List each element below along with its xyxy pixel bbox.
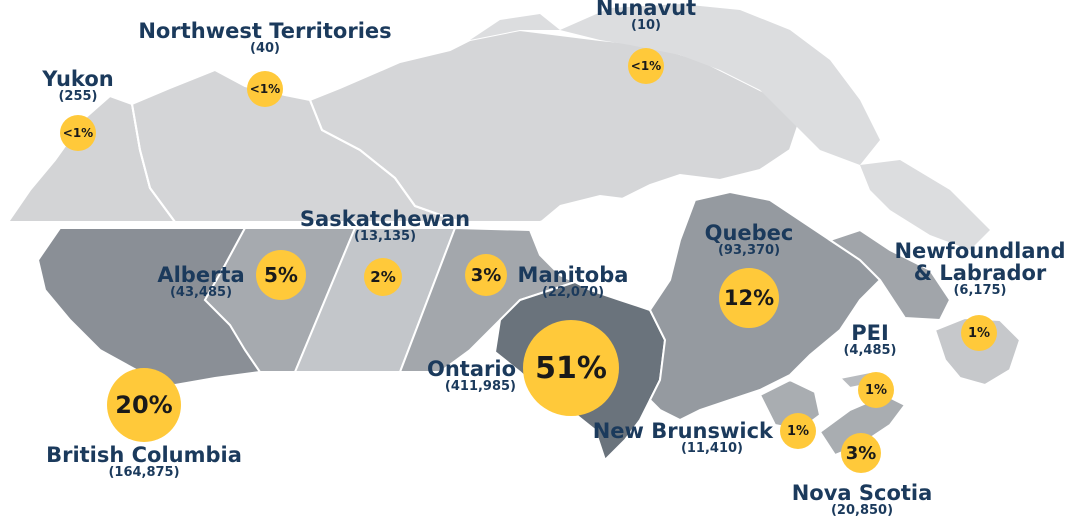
label-saskatchewan: Saskatchewan (13,135) xyxy=(300,208,470,244)
label-quebec-name: Quebec xyxy=(704,221,794,245)
label-nb-count: (11,410) xyxy=(680,441,743,457)
label-nb-name: New Brunswick xyxy=(592,419,773,443)
share-bubble-saskatchewan: 2% xyxy=(364,258,402,296)
label-ns: Nova Scotia (20,850) xyxy=(792,482,933,518)
label-ontario-name: Ontario xyxy=(427,357,516,381)
label-nwt: Northwest Territories (40) xyxy=(138,20,391,56)
share-bubble-pei: 1% xyxy=(858,372,894,408)
label-manitoba: Manitoba (22,070) xyxy=(518,264,629,300)
share-bubble-nb: 1% xyxy=(780,413,816,449)
label-bc: British Columbia (164,875) xyxy=(46,444,242,480)
label-nwt-name: Northwest Territories xyxy=(138,19,392,43)
label-pei-name: PEI xyxy=(851,321,889,345)
label-yukon-name: Yukon xyxy=(42,67,114,91)
label-saskatchewan-count: (13,135) xyxy=(353,229,417,245)
label-manitoba-count: (22,070) xyxy=(541,285,605,301)
label-bc-count: (164,875) xyxy=(108,465,180,481)
label-ontario-count: (411,985) xyxy=(444,379,516,395)
share-bubble-ontario: 51% xyxy=(523,320,619,416)
label-nl-count: (6,175) xyxy=(953,283,1007,299)
label-ns-name: Nova Scotia xyxy=(791,481,933,505)
label-nwt-count: (40) xyxy=(250,41,280,57)
baffin-east xyxy=(860,160,990,250)
label-yukon: Yukon (255) xyxy=(42,68,113,104)
label-yukon-count: (255) xyxy=(58,89,98,105)
share-bubble-manitoba: 3% xyxy=(465,254,507,296)
label-saskatchewan-name: Saskatchewan xyxy=(299,207,471,231)
share-bubble-quebec: 12% xyxy=(719,268,779,328)
label-pei-count: (4,485) xyxy=(843,343,897,359)
label-nunavut-count: (10) xyxy=(631,18,661,34)
label-pei: PEI (4,485) xyxy=(843,322,896,358)
label-ontario: Ontario (411,985) xyxy=(427,358,516,394)
label-alberta: Alberta (43,485) xyxy=(157,264,244,300)
hudson-bay xyxy=(530,195,680,310)
label-quebec-count: (93,370) xyxy=(717,243,781,259)
share-bubble-bc: 20% xyxy=(107,368,181,442)
label-nb: New Brunswick (11,410) xyxy=(593,420,773,456)
share-bubble-alberta: 5% xyxy=(256,250,306,300)
share-bubble-nwt: <1% xyxy=(247,71,283,107)
label-nunavut: Nunavut (10) xyxy=(596,0,696,33)
share-bubble-ns: 3% xyxy=(841,433,881,473)
province-shape-nl-labrador xyxy=(827,228,952,322)
border-lines xyxy=(131,99,461,223)
label-nl-name: Newfoundland & Labrador xyxy=(894,239,1066,286)
label-alberta-count: (43,485) xyxy=(169,285,233,301)
label-alberta-name: Alberta xyxy=(157,263,245,287)
label-nl: Newfoundland & Labrador (6,175) xyxy=(894,240,1065,298)
label-bc-name: British Columbia xyxy=(46,443,242,467)
arctic-islands xyxy=(560,4,880,165)
label-nunavut-name: Nunavut xyxy=(595,0,697,20)
label-manitoba-name: Manitoba xyxy=(517,263,629,287)
arctic-island-small xyxy=(470,14,560,40)
province-shape-ns xyxy=(818,393,907,457)
share-bubble-yukon: <1% xyxy=(60,115,96,151)
share-bubble-nunavut: <1% xyxy=(628,48,664,84)
share-bubble-nl: 1% xyxy=(961,315,997,351)
label-ns-count: (20,850) xyxy=(830,503,894,519)
label-quebec: Quebec (93,370) xyxy=(705,222,794,258)
